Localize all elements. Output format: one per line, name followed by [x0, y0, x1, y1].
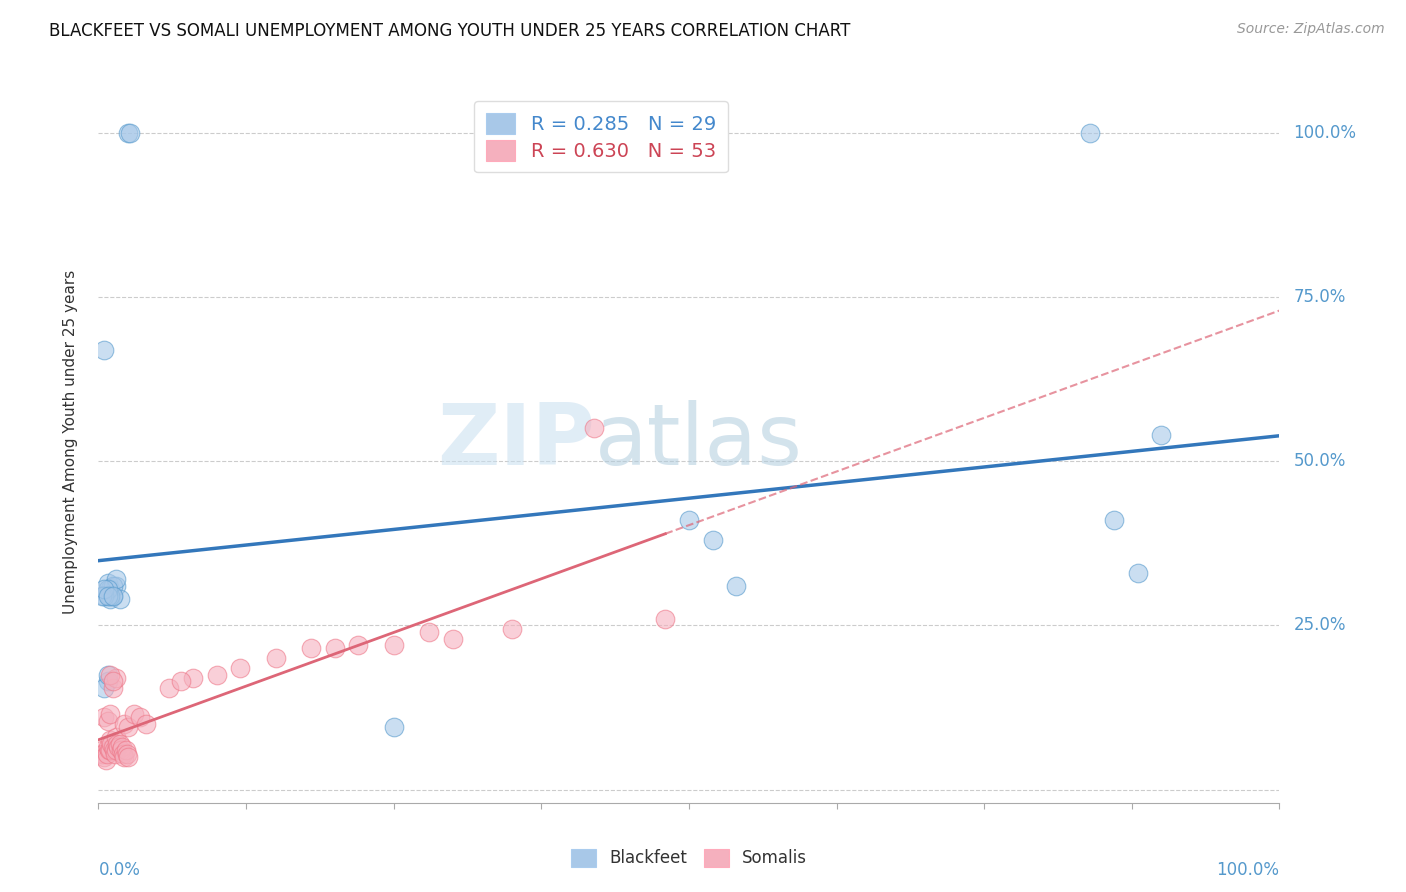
Point — [104, 747, 127, 761]
Point — [108, 737, 131, 751]
Point — [112, 717, 135, 731]
Point — [105, 579, 128, 593]
Point — [299, 641, 322, 656]
Point — [103, 743, 125, 757]
Point — [97, 667, 120, 681]
Point — [135, 717, 157, 731]
Text: 100.0%: 100.0% — [1216, 861, 1279, 879]
Point — [98, 589, 121, 603]
Point — [382, 638, 405, 652]
Point — [382, 720, 405, 734]
Point — [323, 641, 346, 656]
Point — [1080, 126, 1102, 140]
Point — [120, 126, 142, 140]
Point — [117, 749, 139, 764]
Point — [98, 707, 121, 722]
Text: atlas: atlas — [595, 400, 803, 483]
Point — [93, 681, 115, 695]
Point — [678, 513, 700, 527]
Point — [117, 720, 139, 734]
Point — [170, 674, 193, 689]
Point — [702, 533, 724, 547]
Point — [93, 343, 115, 357]
Point — [105, 671, 128, 685]
Point — [229, 661, 252, 675]
Point — [98, 743, 121, 757]
Point — [101, 739, 124, 754]
Point — [347, 638, 370, 652]
Point — [101, 681, 124, 695]
Point — [725, 579, 748, 593]
Point — [93, 582, 115, 597]
Point — [1150, 428, 1173, 442]
Point — [441, 632, 464, 646]
Point — [122, 707, 145, 722]
Point — [101, 579, 124, 593]
Y-axis label: Unemployment Among Youth under 25 years: Unemployment Among Youth under 25 years — [63, 269, 77, 614]
Text: ZIP: ZIP — [437, 400, 595, 483]
Point — [94, 753, 117, 767]
Text: 25.0%: 25.0% — [1294, 616, 1346, 634]
Point — [105, 737, 128, 751]
Point — [117, 126, 139, 140]
Point — [101, 674, 124, 689]
Point — [205, 667, 228, 681]
Point — [97, 589, 120, 603]
Point — [98, 743, 121, 757]
Point — [98, 582, 121, 597]
Point — [264, 651, 287, 665]
Point — [97, 714, 120, 728]
Point — [105, 743, 128, 757]
Point — [105, 573, 128, 587]
Text: 100.0%: 100.0% — [1294, 124, 1357, 142]
Point — [501, 622, 523, 636]
Point — [97, 582, 120, 597]
Text: 0.0%: 0.0% — [98, 861, 141, 879]
Point — [111, 739, 134, 754]
Point — [93, 710, 115, 724]
Point — [107, 739, 129, 754]
Point — [181, 671, 204, 685]
Point — [654, 612, 676, 626]
Point — [112, 747, 135, 761]
Point — [97, 739, 120, 754]
Point — [101, 589, 124, 603]
Point — [583, 421, 606, 435]
Point — [115, 747, 138, 761]
Point — [1126, 566, 1149, 580]
Point — [418, 625, 440, 640]
Point — [128, 710, 150, 724]
Point — [112, 749, 135, 764]
Point — [97, 575, 120, 590]
Text: 50.0%: 50.0% — [1294, 452, 1346, 470]
Text: BLACKFEET VS SOMALI UNEMPLOYMENT AMONG YOUTH UNDER 25 YEARS CORRELATION CHART: BLACKFEET VS SOMALI UNEMPLOYMENT AMONG Y… — [49, 22, 851, 40]
Point — [105, 730, 128, 744]
Legend: Blackfeet, Somalis: Blackfeet, Somalis — [564, 842, 814, 874]
Point — [91, 743, 114, 757]
Point — [1102, 513, 1125, 527]
Point — [110, 743, 132, 757]
Point — [157, 681, 180, 695]
Point — [93, 589, 115, 603]
Point — [90, 747, 112, 761]
Point — [100, 737, 122, 751]
Point — [98, 733, 121, 747]
Point — [97, 674, 120, 689]
Point — [101, 589, 124, 603]
Point — [93, 749, 115, 764]
Point — [98, 592, 121, 607]
Point — [91, 589, 114, 603]
Point — [108, 592, 131, 607]
Text: Source: ZipAtlas.com: Source: ZipAtlas.com — [1237, 22, 1385, 37]
Point — [98, 667, 121, 681]
Point — [114, 743, 136, 757]
Text: 75.0%: 75.0% — [1294, 288, 1346, 306]
Point — [96, 747, 118, 761]
Point — [91, 747, 114, 761]
